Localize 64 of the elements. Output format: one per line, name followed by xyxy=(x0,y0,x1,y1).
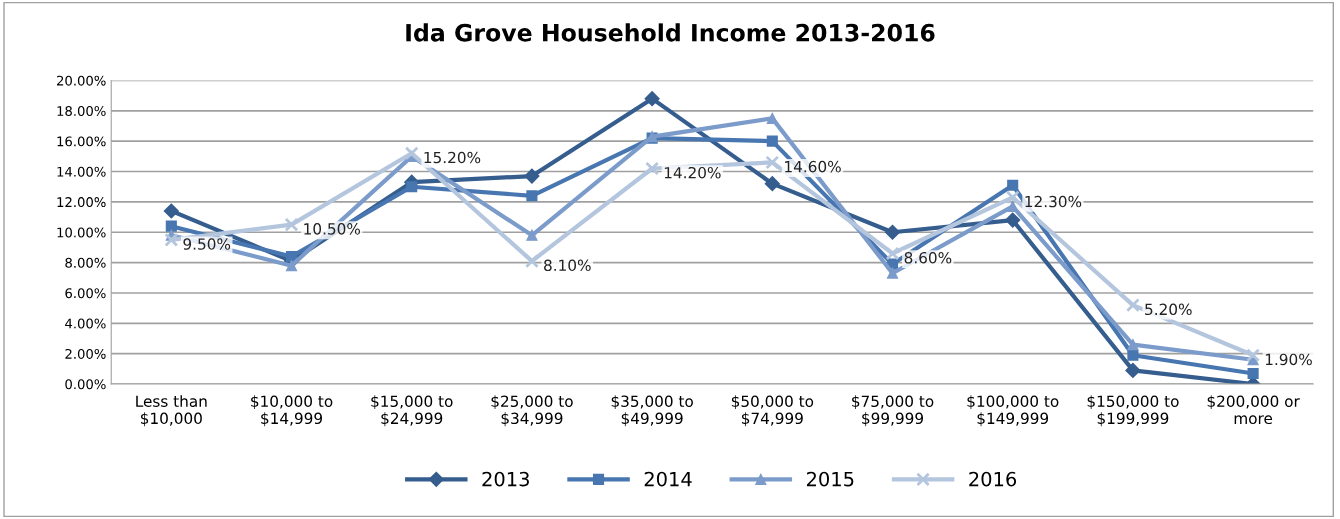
point xyxy=(1007,179,1019,191)
point xyxy=(526,229,538,241)
x-tick-label: $100,000 to $149,999 xyxy=(967,395,1059,427)
point xyxy=(644,91,660,107)
point xyxy=(524,168,540,184)
y-tick-label: 6.00% xyxy=(65,288,106,299)
x-tick-label: Less than $10,000 xyxy=(136,395,207,427)
x-tick-label: $75,000 to $99,999 xyxy=(852,395,934,427)
x-tick-label: $35,000 to $49,999 xyxy=(611,395,693,427)
point xyxy=(163,203,179,219)
legend-label: 2013 xyxy=(482,471,529,487)
data-label: 14.20% xyxy=(664,166,721,179)
point xyxy=(1125,362,1141,378)
point xyxy=(766,135,778,147)
y-tick-label: 20.00% xyxy=(57,75,106,86)
x-tick-label: $25,000 to $34,999 xyxy=(491,395,573,427)
point xyxy=(524,254,539,269)
y-tick-label: 8.00% xyxy=(65,257,106,268)
chart-title: Ida Grove Household Income 2013-2016 xyxy=(406,23,935,42)
data-label: 8.10% xyxy=(544,259,591,272)
y-tick-label: 4.00% xyxy=(65,318,106,329)
point xyxy=(284,217,299,232)
point xyxy=(764,176,780,192)
point xyxy=(885,246,900,261)
data-label: 1.90% xyxy=(1265,353,1312,366)
point xyxy=(766,112,778,124)
point xyxy=(1005,212,1021,228)
point xyxy=(645,161,660,176)
y-tick-label: 14.00% xyxy=(57,166,106,177)
point xyxy=(165,220,177,232)
point xyxy=(1125,298,1140,313)
y-tick-label: 2.00% xyxy=(65,348,106,359)
y-tick-label: 10.00% xyxy=(57,227,106,238)
point xyxy=(1127,339,1139,351)
data-label: 12.30% xyxy=(1025,195,1082,208)
point xyxy=(886,267,899,279)
point xyxy=(884,224,901,240)
point xyxy=(285,260,298,272)
legend-label: 2014 xyxy=(644,471,692,487)
point xyxy=(526,190,538,202)
y-tick-label: 12.00% xyxy=(57,197,106,208)
y-tick-label: 18.00% xyxy=(57,106,106,117)
x-tick-label: $150,000 to $199,999 xyxy=(1087,395,1179,427)
data-label: 9.50% xyxy=(183,238,231,250)
point xyxy=(1127,349,1139,361)
data-label: 8.60% xyxy=(904,251,952,264)
data-label: 10.50% xyxy=(304,223,361,235)
point xyxy=(164,232,179,247)
y-tick-label: 16.00% xyxy=(57,136,106,147)
point xyxy=(765,155,780,170)
x-tick-label: $200,000 or more xyxy=(1207,395,1300,425)
point xyxy=(1246,348,1261,363)
point xyxy=(1005,190,1020,205)
legend-label: 2015 xyxy=(806,471,854,487)
y-tick-label: 0.00% xyxy=(65,379,106,390)
x-tick-label: $50,000 to $74,999 xyxy=(731,395,814,427)
legend-label: 2016 xyxy=(969,471,1017,487)
point xyxy=(1247,367,1259,379)
data-label: 5.20% xyxy=(1145,303,1192,316)
x-tick-label: $15,000 to $24,999 xyxy=(371,395,453,427)
data-label: 15.20% xyxy=(424,151,481,164)
point xyxy=(406,181,418,193)
x-tick-label: $10,000 to $14,999 xyxy=(251,395,333,427)
data-label: 14.60% xyxy=(785,160,841,173)
